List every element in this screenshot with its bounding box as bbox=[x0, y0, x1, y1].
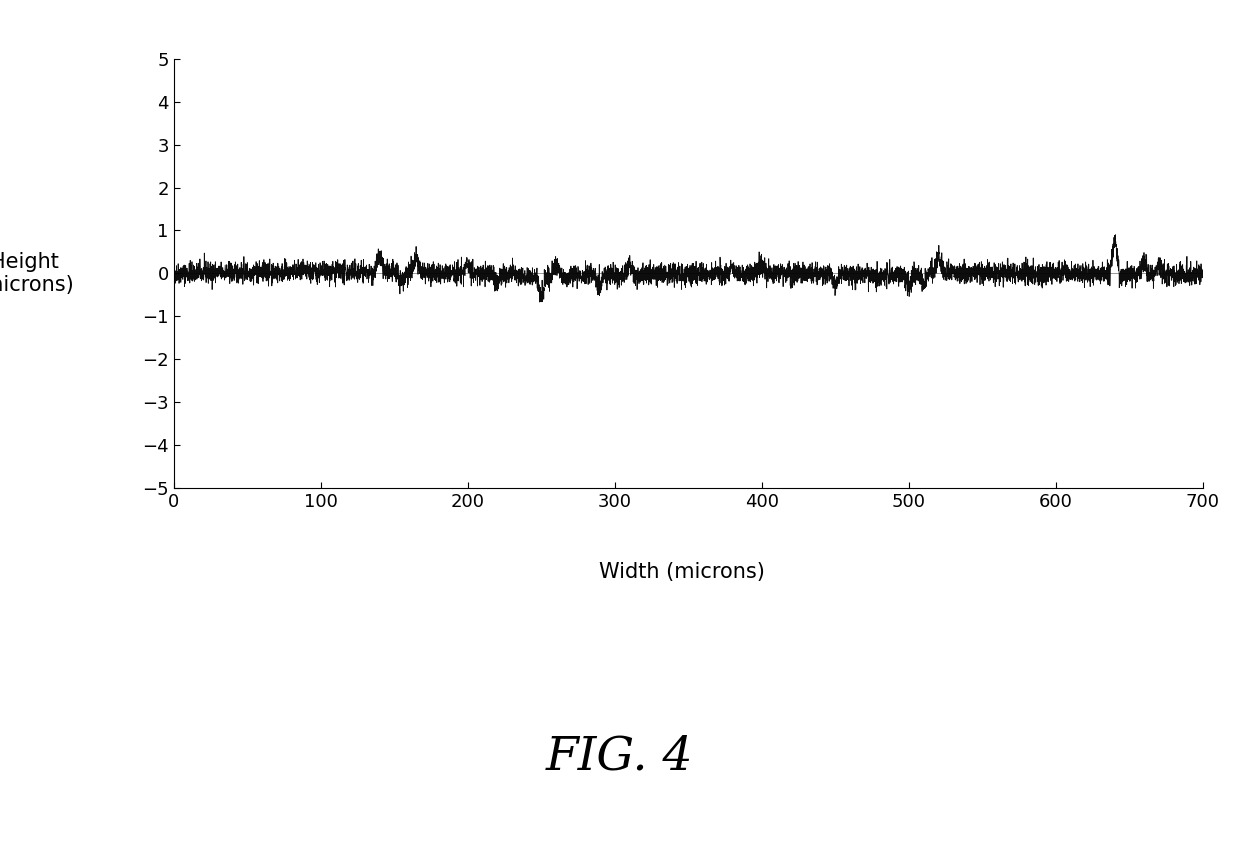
Text: Width (microns): Width (microns) bbox=[599, 562, 765, 582]
Text: FIG. 4: FIG. 4 bbox=[546, 734, 694, 780]
Text: Height
(microns): Height (microns) bbox=[0, 251, 74, 295]
